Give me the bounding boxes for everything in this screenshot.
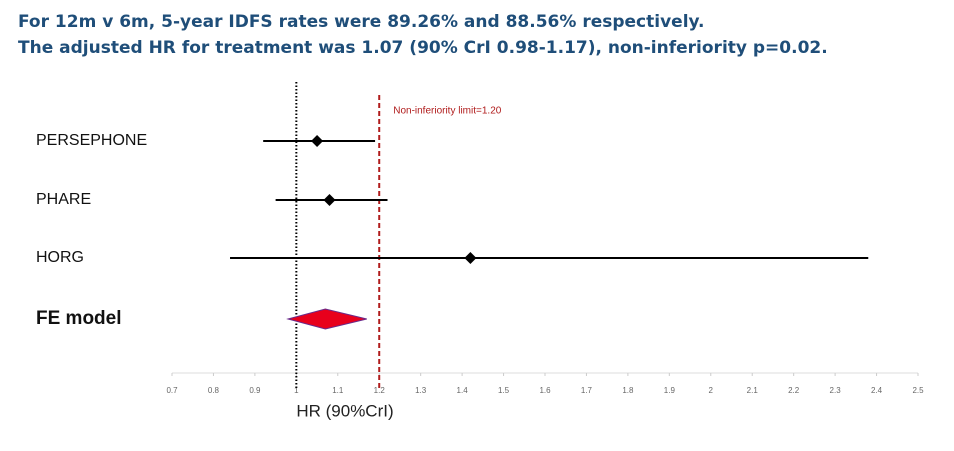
x-tick-label: 0.7 xyxy=(166,386,178,395)
x-tick-label: 1.3 xyxy=(415,386,427,395)
point-estimate xyxy=(464,252,477,264)
x-tick-label: 2 xyxy=(709,386,714,395)
x-tick-label: 2.3 xyxy=(830,386,842,395)
x-tick-label: 1.8 xyxy=(622,386,634,395)
study-label: PERSEPHONE xyxy=(36,132,147,149)
x-tick-label: 1.9 xyxy=(664,386,676,395)
study-label: HORG xyxy=(36,249,84,266)
x-tick-label: 0.9 xyxy=(249,386,261,395)
point-estimate xyxy=(323,194,336,206)
x-tick-label: 2.4 xyxy=(871,386,883,395)
x-tick-label: 1.5 xyxy=(498,386,510,395)
x-tick-label: 1.2 xyxy=(374,386,386,395)
x-tick-label: 2.1 xyxy=(747,386,759,395)
x-axis-label: HR (90%CrI) xyxy=(296,401,393,420)
x-tick-label: 1 xyxy=(294,386,299,395)
summary-diamond xyxy=(286,308,367,330)
summary-label: FE model xyxy=(36,308,122,329)
limit-label: Non-inferiority limit=1.20 xyxy=(393,106,502,117)
x-tick-label: 1.6 xyxy=(539,386,551,395)
point-estimate xyxy=(311,135,324,147)
x-tick-label: 2.2 xyxy=(788,386,800,395)
x-tick-label: 1.7 xyxy=(581,386,593,395)
x-tick-label: 0.8 xyxy=(208,386,220,395)
x-tick-label: 1.1 xyxy=(332,386,344,395)
x-tick-label: 2.5 xyxy=(912,386,924,395)
chart-title: For 12m v 6m, 5-year IDFS rates were 89.… xyxy=(18,12,705,32)
study-label: PHARE xyxy=(36,191,91,208)
chart-subtitle: The adjusted HR for treatment was 1.07 (… xyxy=(18,38,828,58)
x-tick-label: 1.4 xyxy=(457,386,469,395)
